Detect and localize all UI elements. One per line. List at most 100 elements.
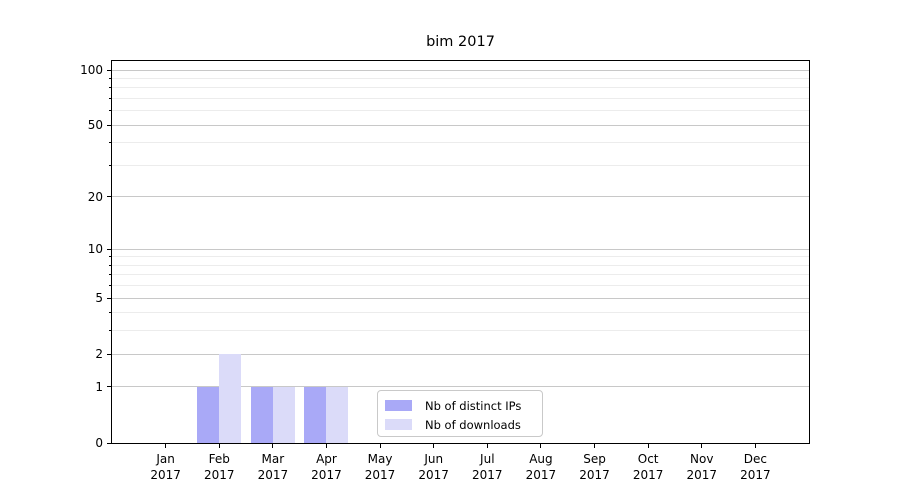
x-tick-label-year: 2017 bbox=[472, 468, 503, 482]
y-minor-tick bbox=[109, 330, 111, 332]
y-minor-tick bbox=[109, 256, 111, 258]
y-tick-label: 10 bbox=[87, 242, 103, 257]
legend: Nb of distinct IPs Nb of downloads bbox=[377, 390, 543, 437]
bar-distinct-ips bbox=[304, 387, 327, 443]
chart-title: bim 2017 bbox=[426, 34, 495, 50]
x-tick-label-year: 2017 bbox=[525, 468, 557, 482]
x-tick bbox=[272, 444, 274, 448]
bar-downloads bbox=[219, 354, 242, 443]
legend-label: Nb of downloads bbox=[425, 417, 521, 432]
x-tick bbox=[325, 444, 327, 448]
x-tick-label-year: 2017 bbox=[203, 468, 235, 482]
y-minor-tick bbox=[109, 285, 111, 287]
minor-gridline bbox=[112, 98, 809, 100]
x-tick-label-month: Oct bbox=[637, 452, 659, 466]
x-tick-label: Jun 2017 bbox=[394, 451, 474, 483]
y-minor-tick bbox=[109, 142, 111, 144]
y-minor-tick bbox=[109, 264, 111, 266]
bar-downloads bbox=[272, 387, 295, 443]
x-tick-label: Jul 2017 bbox=[447, 451, 527, 483]
minor-gridline bbox=[112, 87, 809, 89]
y-tick bbox=[107, 386, 111, 388]
x-tick-label: Aug 2017 bbox=[501, 451, 581, 483]
major-gridline bbox=[112, 297, 809, 299]
major-gridline bbox=[112, 69, 809, 71]
x-tick-label-year: 2017 bbox=[311, 468, 342, 482]
y-tick bbox=[107, 353, 111, 355]
y-minor-tick bbox=[109, 312, 111, 314]
legend-swatch-downloads bbox=[385, 419, 412, 430]
minor-gridline bbox=[112, 264, 809, 266]
x-tick-label-month: Nov bbox=[690, 452, 714, 466]
bar-distinct-ips bbox=[197, 387, 220, 443]
y-tick-label: 100 bbox=[80, 63, 103, 78]
x-tick-label: Oct 2017 bbox=[608, 451, 688, 483]
major-gridline bbox=[112, 196, 809, 198]
x-tick-label-month: Dec bbox=[743, 452, 767, 466]
y-tick-label: 0 bbox=[95, 436, 103, 450]
y-tick bbox=[107, 124, 111, 126]
x-tick-label: May 2017 bbox=[340, 451, 420, 483]
y-minor-tick bbox=[109, 274, 111, 276]
x-tick bbox=[594, 444, 596, 448]
x-tick-label-month: Jul bbox=[480, 452, 495, 466]
x-tick-label-year: 2017 bbox=[579, 468, 610, 482]
x-tick bbox=[701, 444, 703, 448]
x-tick bbox=[540, 444, 542, 448]
y-tick-label: 1 bbox=[95, 379, 103, 394]
y-minor-tick bbox=[109, 110, 111, 112]
minor-gridline bbox=[112, 256, 809, 258]
x-tick-label: Apr 2017 bbox=[286, 451, 366, 483]
major-gridline bbox=[112, 124, 809, 126]
x-tick-label-year: 2017 bbox=[257, 468, 289, 482]
legend-row: Nb of distinct IPs bbox=[385, 396, 542, 415]
plot-area bbox=[111, 60, 810, 444]
minor-gridline bbox=[112, 142, 809, 144]
minor-gridline bbox=[112, 285, 809, 287]
x-tick bbox=[165, 444, 167, 448]
x-tick-label: Sep 2017 bbox=[555, 451, 635, 483]
bar-downloads bbox=[326, 387, 349, 443]
minor-gridline bbox=[112, 330, 809, 332]
y-minor-tick bbox=[109, 165, 111, 166]
x-tick-label-month: Apr bbox=[316, 452, 337, 466]
major-gridline bbox=[112, 353, 809, 355]
x-tick-label-year: 2017 bbox=[686, 468, 718, 482]
major-gridline bbox=[112, 248, 809, 250]
x-tick-label-month: Jan bbox=[156, 452, 175, 466]
x-tick-label-month: Feb bbox=[208, 452, 230, 466]
y-minor-tick bbox=[109, 87, 111, 89]
x-tick-label-month: May bbox=[367, 452, 393, 466]
y-tick-label: 50 bbox=[87, 118, 103, 133]
x-tick bbox=[647, 444, 649, 448]
x-tick bbox=[754, 444, 756, 448]
x-tick-label: Mar 2017 bbox=[233, 451, 313, 483]
x-tick-label-year: 2017 bbox=[632, 468, 664, 482]
x-tick-label-year: 2017 bbox=[418, 468, 449, 482]
y-tick-label: 5 bbox=[95, 291, 103, 306]
y-tick bbox=[107, 442, 111, 444]
minor-gridline bbox=[112, 274, 809, 276]
x-tick-label-year: 2017 bbox=[740, 468, 771, 482]
legend-swatch-distinct-ips bbox=[385, 400, 412, 411]
legend-label: Nb of distinct IPs bbox=[425, 398, 522, 413]
bar-distinct-ips bbox=[250, 387, 273, 443]
minor-gridline bbox=[112, 165, 809, 166]
x-tick-label-year: 2017 bbox=[364, 468, 396, 482]
y-tick-label: 2 bbox=[95, 347, 103, 362]
y-tick bbox=[107, 297, 111, 299]
x-tick-label: Jan 2017 bbox=[126, 451, 206, 483]
y-tick-label: 20 bbox=[87, 189, 103, 204]
minor-gridline bbox=[112, 77, 809, 79]
x-tick bbox=[433, 444, 435, 448]
x-tick bbox=[218, 444, 220, 448]
x-tick-label-month: Aug bbox=[529, 452, 553, 466]
x-tick-label-month: Sep bbox=[583, 452, 606, 466]
y-tick bbox=[107, 248, 111, 250]
y-minor-tick bbox=[109, 98, 111, 100]
x-tick bbox=[379, 444, 381, 448]
minor-gridline bbox=[112, 312, 809, 314]
y-tick bbox=[107, 69, 111, 71]
y-minor-tick bbox=[109, 77, 111, 79]
